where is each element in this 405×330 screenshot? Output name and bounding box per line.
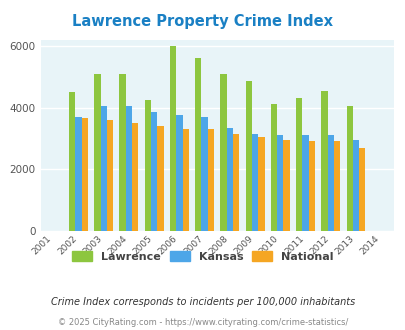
Legend: Lawrence, Kansas, National: Lawrence, Kansas, National <box>68 247 337 267</box>
Bar <box>69 92 75 231</box>
Bar <box>226 128 232 231</box>
Text: Lawrence Property Crime Index: Lawrence Property Crime Index <box>72 14 333 29</box>
Bar <box>169 46 176 231</box>
Bar <box>258 137 264 231</box>
Bar <box>94 74 100 231</box>
Bar <box>107 120 113 231</box>
Bar <box>126 106 132 231</box>
Bar <box>352 140 358 231</box>
Bar <box>176 115 182 231</box>
Bar <box>132 123 138 231</box>
Bar <box>81 118 88 231</box>
Bar <box>327 135 333 231</box>
Bar <box>201 117 207 231</box>
Bar <box>283 140 289 231</box>
Bar <box>251 134 258 231</box>
Text: © 2025 CityRating.com - https://www.cityrating.com/crime-statistics/: © 2025 CityRating.com - https://www.city… <box>58 318 347 327</box>
Bar <box>119 74 126 231</box>
Bar <box>232 134 239 231</box>
Bar <box>207 129 213 231</box>
Bar <box>345 106 352 231</box>
Bar <box>220 74 226 231</box>
Bar <box>75 117 81 231</box>
Bar <box>277 135 283 231</box>
Bar <box>157 126 163 231</box>
Bar <box>245 81 251 231</box>
Bar <box>333 142 339 231</box>
Text: Crime Index corresponds to incidents per 100,000 inhabitants: Crime Index corresponds to incidents per… <box>51 297 354 307</box>
Bar <box>358 148 364 231</box>
Bar <box>195 58 201 231</box>
Bar <box>270 104 277 231</box>
Bar <box>308 142 314 231</box>
Bar <box>302 135 308 231</box>
Bar <box>295 98 302 231</box>
Bar <box>320 90 327 231</box>
Bar <box>144 100 151 231</box>
Bar <box>151 112 157 231</box>
Bar <box>182 129 188 231</box>
Bar <box>100 106 107 231</box>
